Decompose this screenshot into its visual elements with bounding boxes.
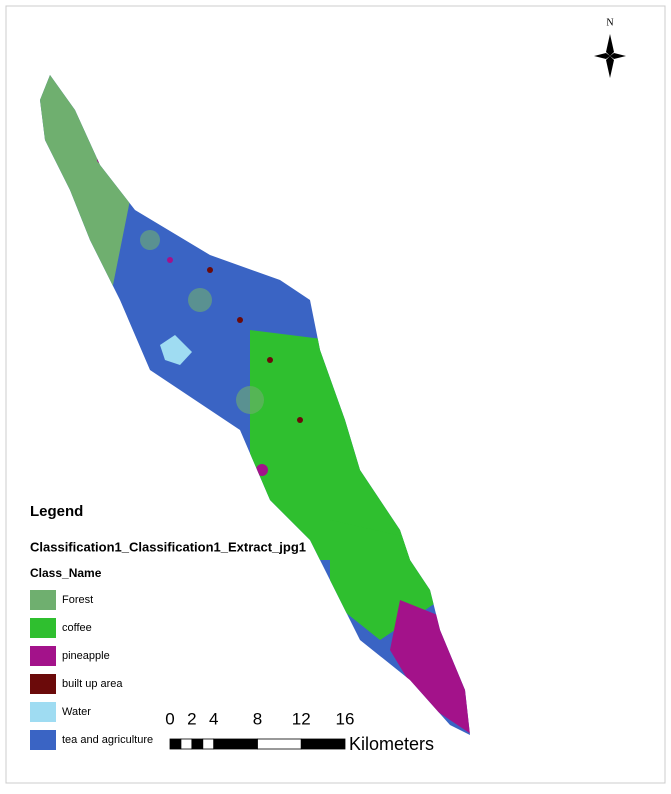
scale-unit: Kilometers [349, 734, 434, 754]
scale-segment [257, 738, 302, 750]
scale-tick-label: 0 [165, 709, 174, 728]
scale-segment [191, 738, 204, 750]
scale-segment [169, 738, 182, 750]
legend-title: Legend [30, 503, 83, 520]
legend-swatch [30, 674, 56, 694]
legend-swatch [30, 646, 56, 666]
scale-segment [300, 738, 346, 750]
north-arrow: N [594, 17, 626, 78]
north-label: N [606, 17, 613, 28]
scale-segment [213, 738, 258, 750]
legend-swatch [30, 702, 56, 722]
legend-field: Class_Name [30, 566, 102, 580]
legend-swatch [30, 590, 56, 610]
scale-tick-label: 16 [336, 709, 355, 728]
scale-bar: 0 2 4 8 12 16 Kilometers [165, 709, 434, 753]
legend-label: tea and agriculture [62, 734, 153, 746]
scale-tick-label: 8 [253, 709, 262, 728]
legend-swatch [30, 618, 56, 638]
legend-swatch [30, 730, 56, 750]
legend-label: built up area [62, 678, 123, 690]
scale-segment [202, 738, 215, 750]
legend-label: coffee [62, 622, 92, 634]
legend: Legend Classification1_Classification1_Ex… [30, 503, 306, 750]
scale-tick-label: 12 [292, 709, 311, 728]
scale-tick-label: 4 [209, 709, 218, 728]
legend-label: Water [62, 706, 91, 718]
legend-label: pineapple [62, 650, 110, 662]
scale-segment [180, 738, 193, 750]
legend-layer: Classification1_Classification1_Extract_… [30, 539, 306, 554]
scale-tick-label: 2 [187, 709, 196, 728]
legend-label: Forest [62, 594, 93, 606]
